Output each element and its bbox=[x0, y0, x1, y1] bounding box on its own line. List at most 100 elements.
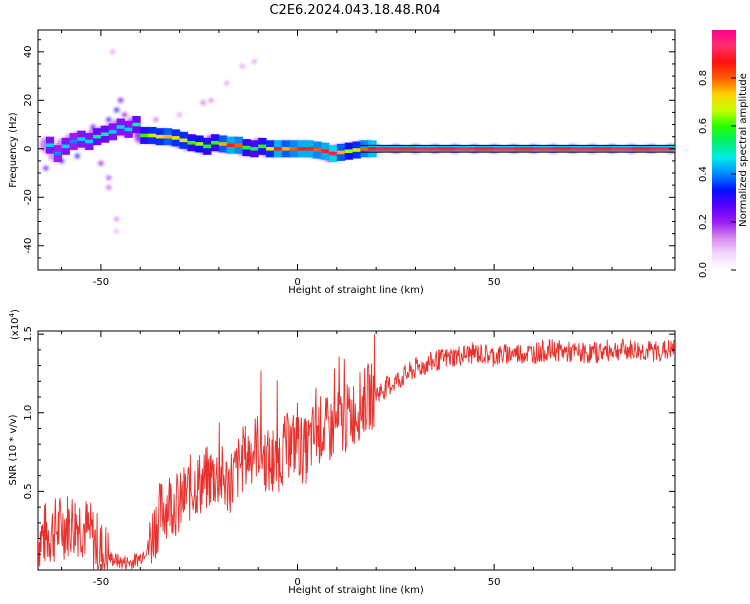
spectrogram-ridge-cell bbox=[132, 122, 141, 127]
spectrogram-scatter-cell bbox=[106, 117, 112, 122]
spectrogram-scatter-cell bbox=[177, 112, 182, 118]
spectrogram-scatter-cell bbox=[118, 98, 123, 103]
spectrogram-ridge-cell bbox=[368, 146, 377, 151]
spectrogram-ridge-cell bbox=[108, 130, 118, 134]
spectrogram-ridge-cell bbox=[45, 143, 55, 147]
spectrogram-scatter-cell bbox=[224, 81, 230, 86]
snr-series-line bbox=[38, 334, 675, 570]
spectrogram-ridge-cell bbox=[155, 134, 165, 139]
spectrogram-ridge-cell bbox=[273, 146, 283, 151]
spectrogram-ridge-cell bbox=[474, 146, 495, 151]
spectrogram-ridge-cell bbox=[344, 149, 354, 154]
spectrogram-ridge-cell bbox=[352, 148, 361, 152]
spectrogram-ytick-label: 40 bbox=[23, 45, 34, 58]
spectrogram-ytick-label: 0 bbox=[23, 146, 34, 152]
colorbar-gradient bbox=[712, 30, 736, 270]
colorbar-tick-label: 0.2 bbox=[698, 214, 709, 230]
spectrogram-ridge-cell bbox=[100, 132, 110, 137]
spectrogram-ridge-cell bbox=[69, 139, 78, 144]
spectrogram-scatter-cell bbox=[240, 64, 245, 69]
spectrogram-ridge-cell bbox=[211, 140, 220, 145]
spectrogram-ridge-cell bbox=[313, 148, 322, 152]
spectrogram-ridge-cell bbox=[376, 146, 397, 151]
spectrogram-xtick-label: 50 bbox=[488, 277, 501, 288]
spectrogram-ridge-cell bbox=[513, 146, 534, 151]
spectrogram-scatter-cell bbox=[114, 229, 120, 234]
spectrogram-ridge-cell bbox=[592, 146, 613, 151]
spectrogram-scatter-cell bbox=[208, 98, 214, 103]
spectrogram-ridge-cell bbox=[328, 151, 338, 156]
spectrogram-ridge-cell bbox=[250, 146, 259, 151]
spectrogram-ridge-cell bbox=[321, 149, 330, 154]
spectrogram-ridge-cell bbox=[281, 146, 291, 151]
spectrogram-scatter-cell bbox=[43, 165, 49, 171]
spectrogram-ridge-cell bbox=[533, 146, 554, 151]
spectrogram-marks bbox=[39, 49, 675, 234]
spectrogram-scatter-cell bbox=[98, 161, 104, 166]
spectrogram-scatter-cell bbox=[251, 59, 257, 64]
spectrogram-scatter-cell bbox=[200, 100, 206, 105]
colorbar-tick-label: 0.0 bbox=[698, 262, 709, 278]
snr-multiplier-close: ) bbox=[10, 309, 21, 313]
snr-axes: -50 0 50 0.5 1.0 1.5 bbox=[23, 326, 675, 588]
spectrogram-ridge-cell bbox=[148, 133, 157, 138]
spectrogram-ylabel: Frequency (Hz) bbox=[8, 112, 19, 188]
snr-xtick-label: -50 bbox=[93, 577, 109, 588]
spectrogram-ridge-cell bbox=[258, 144, 267, 149]
snr-ytick-label: 0.5 bbox=[23, 483, 34, 499]
spectrogram-ridge-cell bbox=[218, 142, 228, 146]
spectrogram-xtick-label: 0 bbox=[294, 277, 300, 288]
spectrogram-ytick-label: -20 bbox=[23, 189, 34, 205]
spectrogram-ridge-cell bbox=[179, 138, 188, 143]
spectrogram-ridge-cell bbox=[226, 143, 236, 147]
colorbar-tick-label: 0.6 bbox=[698, 118, 709, 134]
spectrogram-ridge-cell bbox=[61, 144, 70, 149]
spectrogram-scatter-cell bbox=[114, 107, 120, 113]
spectrogram-ridge-cell bbox=[297, 146, 306, 151]
spectrogram-panel: -50 0 50 -40 -20 0 20 40 Height of straight lin… bbox=[8, 29, 676, 296]
spectrogram-ytick-label: -40 bbox=[23, 238, 34, 254]
snr-ytick-label: 1.0 bbox=[23, 405, 34, 421]
snr-frame bbox=[37, 330, 676, 571]
spectrogram-ridge-cell bbox=[266, 146, 275, 151]
snr-marks bbox=[38, 334, 675, 570]
colorbar-tick-label: 0.4 bbox=[698, 166, 709, 182]
snr-ytick-label: 1.5 bbox=[23, 326, 34, 342]
spectrogram-ridge-cell bbox=[187, 140, 196, 145]
spectrogram-ridge-cell bbox=[553, 146, 574, 151]
spectrogram-ridge-cell bbox=[124, 127, 133, 132]
spectrogram-ridge-cell bbox=[234, 143, 243, 147]
figure-title: C2E6.2024.043.18.48.R04 bbox=[269, 3, 440, 18]
spectrogram-ridge-cell bbox=[116, 125, 126, 129]
spectrogram-ridge-cell bbox=[171, 136, 181, 140]
spectrogram-ridge-cell bbox=[651, 146, 672, 151]
spectrogram-scatter-cell bbox=[90, 124, 96, 130]
snr-multiplier: (x104) bbox=[8, 309, 21, 340]
colorbar-ticks: 0.0 0.2 0.4 0.6 0.8 bbox=[698, 70, 736, 278]
spectrogram-ridge-cell bbox=[93, 134, 102, 139]
svg-text:(x104): (x104) bbox=[8, 309, 21, 340]
colorbar-label: Normalized spectral amplitude bbox=[738, 73, 749, 227]
spectrogram-scatter-cell bbox=[114, 216, 120, 222]
spectrogram-scatter-cell bbox=[106, 185, 112, 190]
spectrogram-ridge-cell bbox=[289, 146, 299, 151]
spectrogram-ridge-cell bbox=[395, 146, 416, 151]
spectrogram-xlabel: Height of straight line (km) bbox=[288, 285, 424, 296]
spectrogram-ridge-cell bbox=[336, 150, 346, 155]
snr-xlabel: Height of straight line (km) bbox=[288, 585, 424, 596]
colorbar: 0.0 0.2 0.4 0.6 0.8 Normalized spectral ampl… bbox=[698, 30, 749, 278]
snr-xtick-label: 0 bbox=[294, 577, 300, 588]
spectrogram-ridge-cell bbox=[360, 146, 369, 151]
spectrogram-ridge-cell bbox=[242, 145, 251, 150]
spectrogram-ridge-cell bbox=[612, 146, 633, 151]
spectrogram-ridge-cell bbox=[435, 146, 456, 151]
spectrogram-xtick-label: -50 bbox=[93, 277, 109, 288]
spectrogram-scatter-cell bbox=[122, 112, 127, 118]
spectrogram-ridge-cell bbox=[163, 134, 173, 139]
spectrogram-ridge-cell bbox=[203, 144, 212, 149]
spectrogram-ridge-cell bbox=[454, 146, 475, 151]
spectrogram-ridge-cell bbox=[195, 142, 204, 146]
spectrogram-ridge-cell bbox=[572, 146, 593, 151]
spectrogram-ridge-cell bbox=[631, 146, 652, 151]
